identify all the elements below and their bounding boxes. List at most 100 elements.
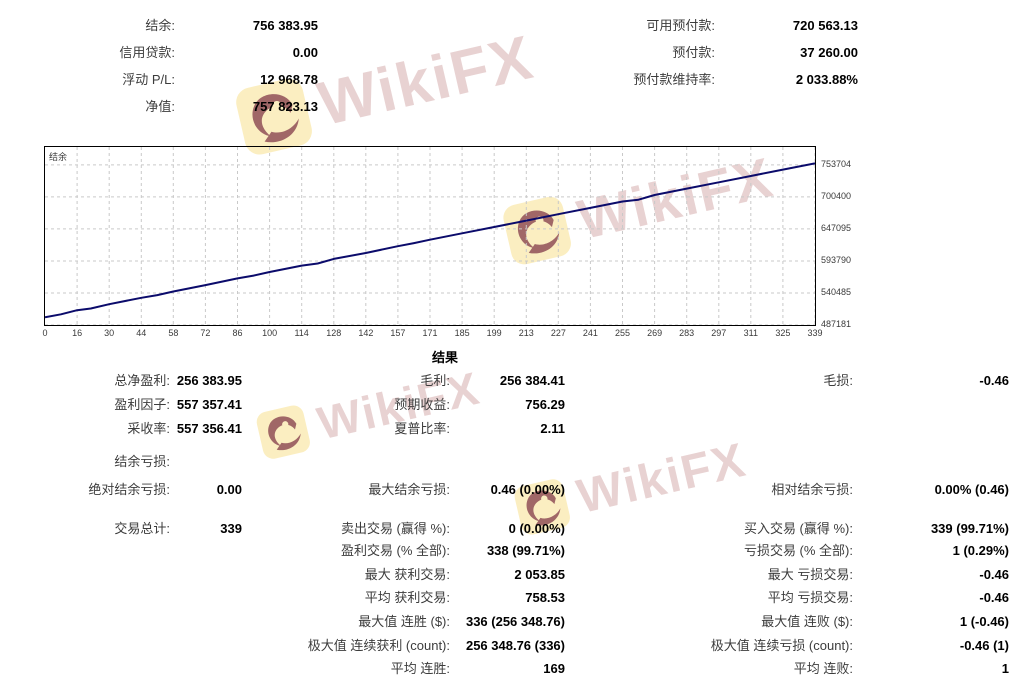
x-axis-label: 58 [168, 328, 179, 338]
stat-row: 平均 连胜: 169 [0, 660, 1035, 678]
summary-label: 预付款: [672, 45, 715, 60]
wikifx-watermark-text: WikiFX [311, 22, 541, 140]
stat-row: 交易总计: 339 [0, 520, 1035, 538]
x-axis-label: 30 [104, 328, 115, 338]
stat-label: 总净盈利: [114, 373, 170, 388]
wikifx-watermark: WikiFX [510, 434, 752, 540]
stat-row: 极大值 连续亏损 (count): -0.46 (1) [0, 637, 1035, 655]
stat-label: 极大值 连续亏损 (count): [710, 638, 853, 653]
stat-value: 557 356.41 [176, 421, 242, 436]
stat-value: 2 053.85 [514, 567, 565, 582]
stat-value: 339 [220, 521, 242, 536]
stat-label: 预期收益: [394, 397, 450, 412]
summary-value: 2 033.88% [795, 72, 858, 87]
stat-value: 557 357.41 [176, 397, 242, 412]
stat-row: 总净盈利: 256 383.95 [0, 372, 1035, 390]
x-axis-label: 325 [775, 328, 791, 338]
x-axis-label: 0 [42, 328, 48, 338]
stat-value: 2.11 [540, 421, 565, 436]
summary-row: 信用贷款: 0.00 [0, 44, 1035, 62]
summary-value: 757 823.13 [252, 99, 318, 114]
stat-label: 盈利因子: [114, 397, 170, 412]
stat-row: 卖出交易 (赢得 %): 0 (0.00%) [0, 520, 1035, 538]
y-axis-label: 593790 [821, 254, 852, 265]
stat-label: 最大值 连胜 ($): [358, 614, 450, 629]
chart-legend: 结余 [49, 152, 68, 162]
summary-row: 结余: 756 383.95 [0, 17, 1035, 35]
x-axis-label: 114 [294, 328, 309, 338]
x-axis-label: 213 [518, 328, 534, 338]
stat-row: 采收率: 557 356.41 [0, 420, 1035, 438]
stat-value: 1 [1001, 661, 1009, 676]
x-axis-label: 255 [614, 328, 631, 338]
x-axis-label: 100 [262, 328, 278, 338]
x-axis-label: 297 [711, 328, 727, 338]
stat-label: 最大结余亏损: [368, 482, 450, 497]
stat-row: 最大结余亏损: 0.46 (0.00%) [0, 481, 1035, 499]
stat-value: 756.29 [525, 397, 565, 412]
stat-value: 169 [543, 661, 565, 676]
stat-value: 256 383.95 [176, 373, 242, 388]
y-axis-label: 487181 [821, 319, 852, 329]
summary-row: 预付款维持率: 2 033.88% [0, 71, 1035, 89]
stat-row: 平均 亏损交易: -0.46 [0, 589, 1035, 607]
wikifx-logo-icon [514, 479, 570, 535]
x-axis-label: 269 [647, 328, 663, 338]
x-axis-label: 157 [390, 328, 406, 338]
wikifx-watermark: WikiFX [252, 362, 485, 464]
stat-label: 夏普比率: [394, 421, 450, 436]
stat-label: 交易总计: [114, 521, 170, 536]
stat-value: 336 (256 348.76) [465, 614, 565, 629]
x-axis-label: 199 [486, 328, 502, 338]
summary-row: 可用预付款: 720 563.13 [0, 17, 1035, 35]
y-axis-label: 647095 [821, 222, 852, 233]
stat-value: 0.00 [216, 482, 242, 497]
summary-value: 756 383.95 [252, 18, 318, 33]
stat-value: 1 (-0.46) [959, 614, 1009, 629]
x-axis-label: 128 [326, 328, 342, 338]
stat-value: 256 348.76 (336) [465, 638, 565, 653]
summary-value: 12 968.78 [260, 72, 318, 87]
stat-label: 卖出交易 (赢得 %): [340, 521, 450, 536]
y-axis-label: 753704 [821, 158, 852, 169]
stat-label: 最大 获利交易: [364, 567, 450, 582]
wikifx-watermark-text: WikiFX [312, 361, 485, 450]
stat-row: 极大值 连续获利 (count): 256 348.76 (336) [0, 637, 1035, 655]
stat-row: 最大值 连胜 ($): 336 (256 348.76) [0, 613, 1035, 631]
stat-value: 758.53 [525, 590, 565, 605]
stat-row: 盈利因子: 557 357.41 [0, 396, 1035, 414]
stat-value: -0.46 (1) [959, 638, 1009, 653]
summary-row: 浮动 P/L: 12 968.78 [0, 71, 1035, 89]
x-axis-label: 44 [136, 328, 147, 338]
results-header: 结果 [431, 350, 458, 365]
equity-curve [44, 147, 816, 326]
summary-row: 预付款: 37 260.00 [0, 44, 1035, 62]
stat-label: 买入交易 (赢得 %): [743, 521, 853, 536]
stat-row: 盈利交易 (% 全部): 338 (99.71%) [0, 542, 1035, 560]
stat-label: 平均 连败: [793, 661, 853, 676]
stat-label: 最大值 连败 ($): [761, 614, 853, 629]
stat-row: 买入交易 (赢得 %): 339 (99.71%) [0, 520, 1035, 538]
stat-value: -0.46 [979, 567, 1009, 582]
stat-value: 0.46 (0.00%) [490, 482, 565, 497]
stat-label: 极大值 连续获利 (count): [307, 638, 450, 653]
stat-label: 相对结余亏损: [771, 482, 853, 497]
summary-label: 结余: [145, 18, 175, 33]
stat-value: -0.46 [979, 373, 1009, 388]
stat-label: 结余亏损: [114, 454, 170, 469]
x-axis-label: 241 [582, 328, 598, 338]
stat-value: 1 (0.29%) [952, 543, 1009, 558]
summary-value: 0.00 [292, 45, 318, 60]
wikifx-watermark-text: WikiFX [572, 433, 752, 524]
wikifx-logo-icon [256, 405, 310, 459]
wikifx-watermark: WikiFX [230, 21, 541, 161]
stat-row: 平均 获利交易: 758.53 [0, 589, 1035, 607]
x-axis-label: 86 [232, 328, 243, 338]
stat-label: 最大 亏损交易: [767, 567, 853, 582]
stat-value: -0.46 [979, 590, 1009, 605]
summary-label: 净值: [145, 99, 175, 114]
y-axis-label: 540485 [821, 286, 852, 297]
x-axis-label: 185 [454, 328, 470, 338]
stat-row: 最大 亏损交易: -0.46 [0, 566, 1035, 584]
stat-row: 平均 连败: 1 [0, 660, 1035, 678]
